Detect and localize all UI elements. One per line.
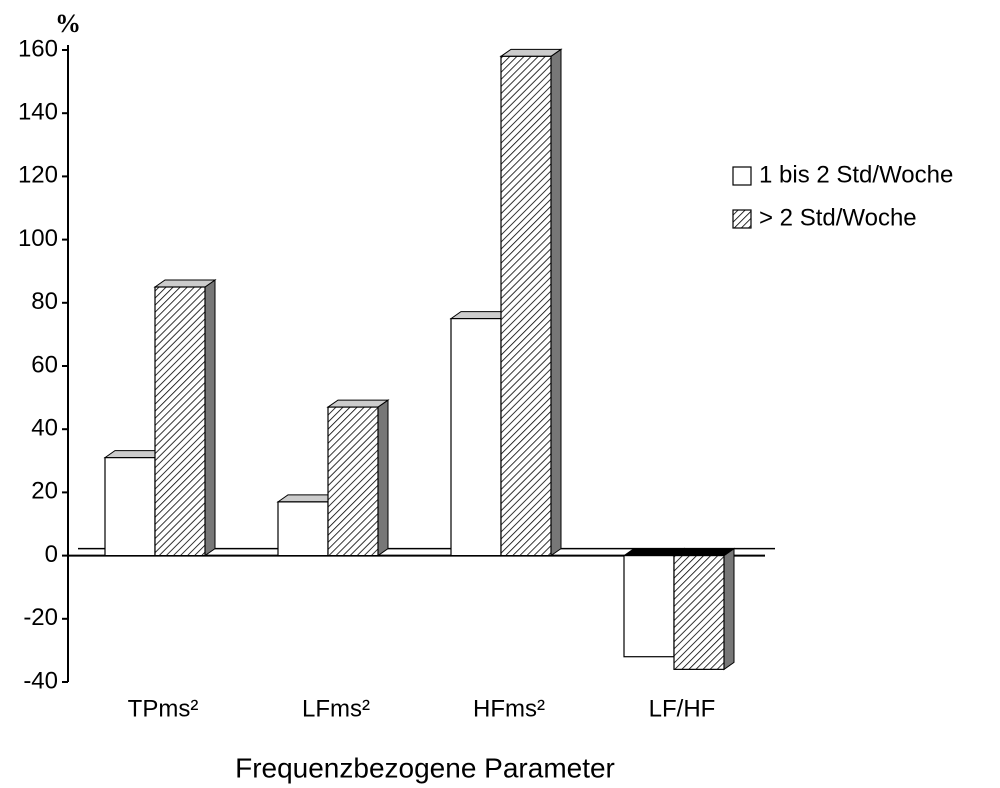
x-axis-title: Frequenzbezogene Parameter [235, 752, 615, 783]
y-tick-label: -40 [23, 667, 58, 694]
y-unit: % [55, 9, 81, 38]
legend-swatch [732, 209, 752, 229]
y-tick-label: 140 [18, 99, 58, 126]
bar-top [499, 48, 563, 57]
bar [623, 554, 675, 658]
bar-side [723, 547, 735, 671]
bar [673, 554, 725, 670]
bar-side [377, 399, 389, 557]
y-tick-label: 160 [18, 35, 58, 62]
y-tick-label: 0 [45, 541, 58, 568]
y-tick-label: 100 [18, 225, 58, 252]
legend-label: 1 bis 2 Std/Woche [759, 161, 953, 188]
legend-swatch [732, 166, 752, 186]
bar [327, 406, 379, 557]
bar-side [204, 279, 216, 557]
x-tick-label: HFms² [473, 695, 545, 722]
legend-label: > 2 Std/Woche [759, 204, 917, 231]
y-tick-label: 80 [31, 288, 58, 315]
bar [450, 318, 502, 557]
y-tick-label: 40 [31, 415, 58, 442]
x-tick-label: TPms² [128, 695, 199, 722]
y-tick-label: 120 [18, 162, 58, 189]
bar-top [672, 548, 736, 557]
x-tick-label: LFms² [302, 695, 370, 722]
bar-side [550, 48, 562, 557]
y-tick-label: 60 [31, 351, 58, 378]
y-tick-label: 20 [31, 478, 58, 505]
bar [500, 55, 552, 557]
bar [104, 457, 156, 557]
bar-top [326, 399, 390, 408]
x-tick-label: LF/HF [649, 695, 716, 722]
bar [154, 286, 206, 557]
bar-top [153, 279, 217, 288]
y-tick-label: -20 [23, 604, 58, 631]
bar [277, 501, 329, 557]
